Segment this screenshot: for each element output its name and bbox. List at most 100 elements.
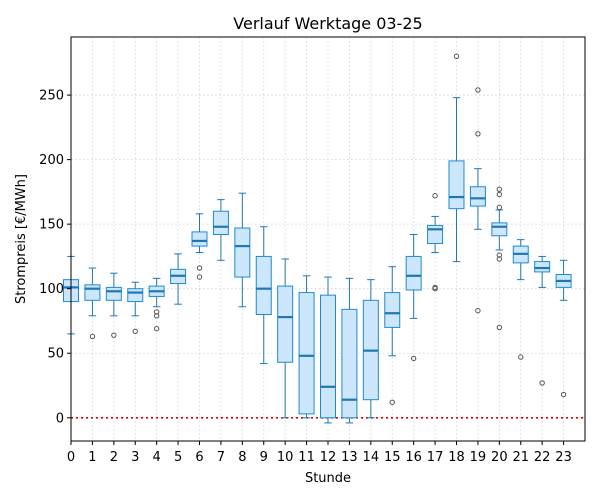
- box-hour-16: [405, 233, 422, 362]
- x-tick-label: 20: [491, 450, 508, 465]
- x-tick-label: 15: [384, 450, 401, 465]
- outlier-point: [432, 193, 438, 199]
- outlier-point: [496, 252, 503, 258]
- box-iqr: [534, 261, 551, 273]
- box-iqr: [105, 286, 122, 301]
- x-tick-label: 9: [260, 450, 268, 465]
- box-hour-15: [384, 266, 401, 405]
- outlier-point: [560, 391, 567, 398]
- box-hour-19: [469, 87, 486, 314]
- x-tick-label: 16: [405, 450, 422, 465]
- outlier-point: [475, 131, 481, 137]
- box-iqr: [127, 288, 144, 303]
- box-iqr: [298, 292, 315, 415]
- x-tick-label: 3: [131, 450, 139, 465]
- box-hour-21: [512, 239, 529, 360]
- box-hour-1: [84, 267, 101, 340]
- x-axis-label: Stunde: [305, 471, 351, 486]
- box-hour-7: [212, 199, 229, 261]
- x-tick-label: 0: [67, 450, 75, 465]
- outlier-point: [196, 265, 203, 271]
- box-iqr: [320, 294, 336, 419]
- box-hour-6: [191, 213, 208, 280]
- outlier-point: [410, 355, 417, 362]
- x-tick-label: 4: [153, 450, 161, 465]
- y-axis-label: Strompreis [€/MWh]: [14, 174, 29, 304]
- box-hour-18: [448, 53, 465, 263]
- box-hour-17: [427, 193, 444, 292]
- outlier-point: [496, 191, 503, 198]
- x-tick-label: 21: [512, 450, 529, 465]
- box-hour-12: [320, 276, 336, 424]
- outlier-point: [496, 204, 503, 211]
- x-tick-label: 6: [195, 450, 203, 465]
- box-hour-9: [255, 226, 272, 365]
- box-iqr: [448, 160, 465, 210]
- outlier-point: [496, 324, 503, 331]
- box-hour-11: [298, 275, 315, 419]
- box-hour-14: [362, 279, 379, 419]
- y-tick-label: 150: [39, 218, 64, 233]
- x-tick-label: 8: [238, 450, 246, 465]
- outlier-point: [475, 307, 481, 314]
- x-tick-label: 18: [448, 450, 465, 465]
- outlier-point: [453, 53, 460, 60]
- chart-title: Verlauf Werktage 03-25: [233, 14, 422, 33]
- outlier-point: [196, 274, 203, 280]
- x-tick-label: 23: [555, 450, 572, 465]
- box-hour-5: [170, 253, 187, 305]
- y-tick-label: 50: [47, 347, 64, 362]
- outlier-point: [89, 333, 96, 340]
- x-tick-label: 7: [217, 450, 225, 465]
- box-iqr: [277, 285, 294, 363]
- box-iqr: [427, 224, 444, 245]
- outlier-point: [518, 354, 524, 360]
- box-iqr: [405, 255, 422, 291]
- y-tick-label: 100: [39, 282, 64, 297]
- box-hour-8: [234, 192, 251, 308]
- box-hour-2: [105, 272, 122, 338]
- box-hour-3: [127, 281, 144, 334]
- x-tick-label: 22: [534, 450, 551, 465]
- box-hour-20: [491, 186, 508, 331]
- box-iqr: [384, 292, 401, 328]
- box-iqr: [491, 222, 508, 237]
- outlier-point: [153, 313, 160, 319]
- x-tick-label: 2: [110, 450, 118, 465]
- box-iqr: [234, 227, 251, 278]
- box-iqr: [255, 255, 272, 316]
- boxes: [63, 53, 572, 424]
- box-iqr: [84, 284, 101, 301]
- x-tick-label: 19: [470, 450, 487, 465]
- box-iqr: [341, 308, 358, 419]
- outlier-point: [539, 380, 545, 386]
- x-tick-label: 14: [363, 450, 380, 465]
- outlier-point: [132, 328, 138, 334]
- y-tick-label: 250: [39, 89, 64, 104]
- x-tick-label: 13: [341, 450, 358, 465]
- x-tick-label: 11: [298, 450, 315, 465]
- outlier-point: [496, 186, 503, 193]
- outlier-point: [496, 256, 503, 262]
- y-axis-ticks: 0 50 100 150 200 250: [39, 89, 71, 426]
- outlier-point: [153, 309, 160, 315]
- box-hour-13: [341, 277, 358, 424]
- box-hour-22: [534, 255, 551, 386]
- x-tick-label: 5: [174, 450, 182, 465]
- x-tick-label: 17: [427, 450, 444, 465]
- x-tick-label: 1: [88, 450, 96, 465]
- y-tick-label: 200: [39, 153, 64, 168]
- outlier-point: [111, 332, 117, 338]
- box-hour-23: [555, 259, 572, 398]
- outlier-point: [432, 285, 438, 292]
- x-tick-label: 10: [277, 450, 294, 465]
- outlier-point: [153, 326, 160, 332]
- x-tick-label: 12: [320, 450, 337, 465]
- box-hour-4: [148, 277, 165, 332]
- outlier-point: [475, 87, 481, 93]
- box-hour-10: [277, 258, 294, 419]
- box-iqr: [469, 186, 486, 207]
- box-iqr: [191, 231, 208, 247]
- y-tick-label: 0: [56, 411, 64, 426]
